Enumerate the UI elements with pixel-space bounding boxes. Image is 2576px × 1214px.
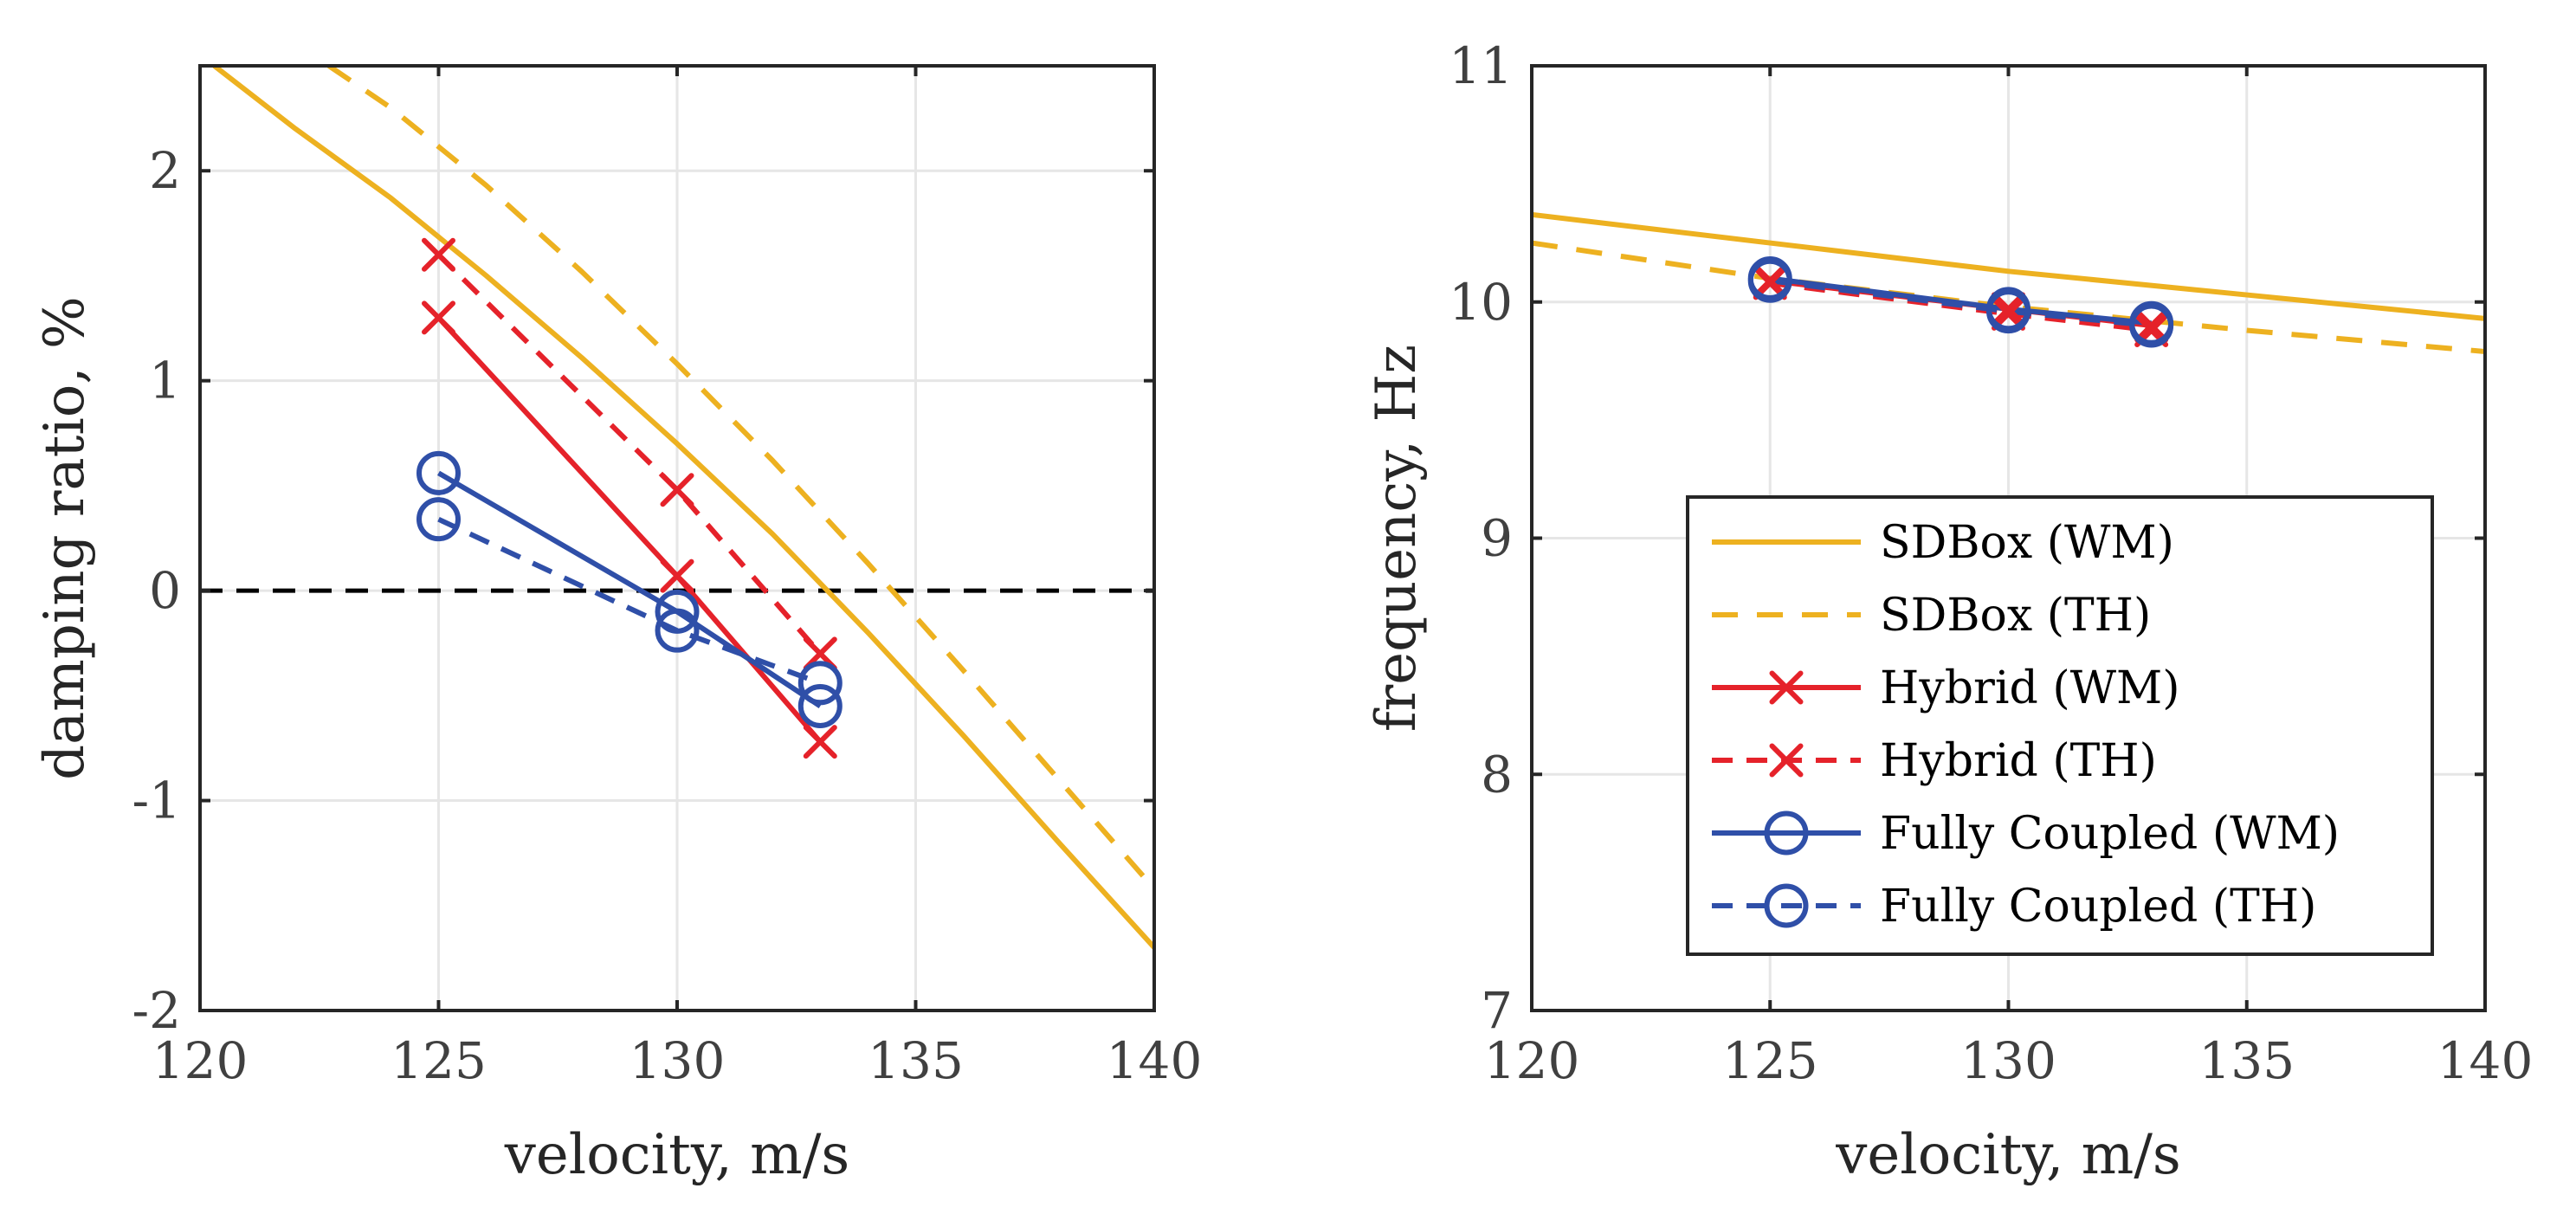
x-tick-label: 130 [629,1031,726,1090]
series-line-sdbox-wm [1532,211,2485,321]
legend-label-fully-coupled-wm: Fully Coupled (WM) [1880,808,2340,860]
y-tick-label: -1 [132,772,182,830]
x-tick-label: 120 [1484,1031,1580,1090]
series-line-hybrid-th [436,253,823,655]
legend-box [1686,495,2434,956]
data-point-fully-coupled-th [797,661,843,706]
series-line-sdbox-wm [212,66,1154,950]
legend-marker-hybrid-th [1769,743,1804,778]
x-tick-label: 140 [1107,1031,1203,1090]
legend-label-hybrid-wm: Hybrid (WM) [1880,662,2180,714]
legend-label-sdbox-wm: SDBox (WM) [1880,517,2174,569]
legend-marker-fully-coupled-th [1764,883,1809,928]
data-point-hybrid-wm [2134,308,2169,343]
data-point-hybrid-wm [1992,292,2025,326]
data-point-fully-coupled-wm [655,589,700,634]
x-axis-label: velocity, m/s [504,1123,850,1187]
data-point-fully-coupled-wm [797,683,843,728]
data-point-hybrid-wm [803,725,837,759]
series-line-sdbox-th [327,66,1154,891]
series-line-sdbox-th [1532,240,2485,355]
x-tick-label: 125 [391,1031,487,1090]
data-point-fully-coupled-th [655,608,700,653]
x-axis-label: velocity, m/s [1835,1123,2181,1187]
y-tick-label: 11 [1449,36,1513,95]
y-axis-label: frequency, Hz [1365,345,1429,732]
y-tick-label: -2 [132,981,182,1040]
x-tick-label: 135 [2198,1031,2295,1090]
data-point-fully-coupled-th [416,497,461,542]
data-point-fully-coupled-th [1986,289,2030,334]
legend-label-fully-coupled-th: Fully Coupled (TH) [1880,881,2316,933]
x-tick-label: 140 [2437,1031,2534,1090]
x-tick-label: 135 [868,1031,964,1090]
damping-ratio-panel: 120 125 130 135 140 -2 -1 0 1 2 velocity, m/s dampi… [33,64,1203,1187]
data-point-hybrid-th [660,473,694,507]
y-tick-label: 7 [1481,981,1513,1040]
x-tick-label: 120 [152,1031,249,1090]
plot-area [1532,211,2485,355]
x-tick-label: 130 [1960,1031,2056,1090]
y-tick-label: 1 [149,352,181,410]
y-axis-label: damping ratio, % [33,296,97,780]
data-point-fully-coupled-wm [416,450,461,495]
y-tick-label: 0 [149,561,181,620]
y-tick-label: 8 [1481,745,1513,804]
y-tick-label: 10 [1449,273,1513,332]
series-line-fully-coupled-th [1769,278,2152,329]
legend-marker-hybrid-wm [1769,670,1804,705]
legend-label-sdbox-th: SDBox (TH) [1880,590,2151,642]
y-tick-label: 2 [149,141,181,200]
frequency-panel: 120 125 130 135 140 7 8 9 10 11 velocity, m/s frequ… [1365,36,2533,1187]
data-point-hybrid-wm [422,300,455,335]
plot-area [212,66,1154,950]
data-point-fully-coupled-th [2129,303,2174,348]
data-point-hybrid-wm [660,559,694,593]
legend-marker-fully-coupled-wm [1764,810,1809,856]
data-point-fully-coupled-th [1747,258,1792,303]
x-tick-label: 125 [1722,1031,1818,1090]
data-point-hybrid-th [422,237,455,272]
legend: SDBox (WM) SDBox (TH) Hybrid (WM) Hybrid (T… [1686,495,2434,956]
y-tick-label: 9 [1481,509,1513,568]
legend-label-hybrid-th: Hybrid (TH) [1880,735,2157,787]
